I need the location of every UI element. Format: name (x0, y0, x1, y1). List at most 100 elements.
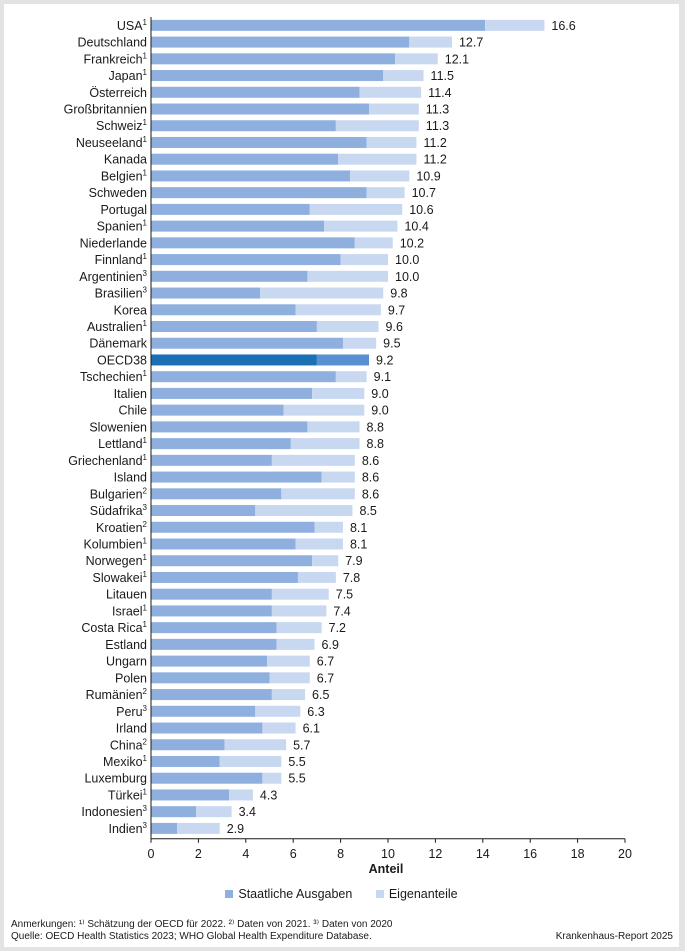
value-label-estland: 6.9 (322, 638, 339, 652)
footnotes: Anmerkungen: ¹⁾ Schätzung der OECD für 2… (11, 919, 673, 943)
x-tick-label-4: 4 (242, 847, 249, 861)
bar-private-mexiko (219, 755, 282, 767)
bar-private-brasilien (260, 287, 384, 299)
category-label-neuseeland: Neuseeland1 (76, 135, 148, 150)
category-label-deutschland: Deutschland (78, 36, 148, 50)
bar-public-portugal (151, 203, 310, 215)
bar-public-schweden (151, 187, 367, 199)
legend-label-public: Staatliche Ausgaben (238, 887, 353, 901)
value-label-schweden: 10.7 (412, 186, 436, 200)
bar-public-chile (151, 404, 284, 416)
value-label-costa-rica: 7.2 (329, 621, 346, 635)
bar-public-suedafrika (151, 505, 256, 517)
bar-public-tschechien (151, 371, 336, 383)
source-row: Quelle: OECD Health Statistics 2023; WHO… (11, 931, 673, 943)
value-label-oecd38: 9.2 (376, 353, 393, 367)
value-label-indonesien: 3.4 (239, 805, 256, 819)
footnote-notes: Anmerkungen: ¹⁾ Schätzung der OECD für 2… (11, 919, 393, 930)
category-label-slowakei: Slowakei1 (93, 570, 148, 585)
x-tick-label-10: 10 (381, 847, 395, 861)
value-label-spanien: 10.4 (404, 220, 428, 234)
bar-private-norwegen (312, 555, 339, 567)
bar-public-japan (151, 70, 384, 82)
value-label-luxemburg: 5.5 (288, 772, 305, 786)
value-label-irland: 6.1 (303, 722, 320, 736)
category-label-finnland: Finnland1 (95, 252, 148, 267)
value-label-suedafrika: 8.5 (359, 504, 376, 518)
bar-private-luxemburg (262, 772, 282, 784)
legend-item-public: Staatliche Ausgaben (225, 887, 352, 901)
category-label-island: Island (114, 471, 147, 485)
x-axis: 0 2 4 6 8 10 12 14 16 18 20 (148, 17, 632, 861)
category-label-belgien: Belgien1 (101, 168, 148, 183)
bar-public-luxemburg (151, 772, 263, 784)
bar-private-bulgarien (281, 488, 355, 500)
value-label-slowakei: 7.8 (343, 571, 360, 585)
category-label-litauen: Litauen (106, 588, 147, 602)
category-label-tuerkei: Türkei1 (108, 787, 148, 802)
category-label-rumaenien: Rumänien2 (86, 687, 148, 702)
category-label-mexiko: Mexiko1 (103, 754, 148, 769)
bar-private-portugal (309, 203, 403, 215)
x-tick-label-16: 16 (523, 847, 537, 861)
value-label-deutschland: 12.7 (459, 36, 483, 50)
category-label-ungarn: Ungarn (106, 655, 147, 669)
bar-public-daenemark (151, 337, 343, 349)
bar-public-polen (151, 672, 270, 684)
bar-public-frankreich (151, 53, 396, 65)
category-label-chile: Chile (119, 404, 148, 418)
category-label-grossbritannien: Großbritannien (64, 103, 147, 117)
bar-private-japan (383, 70, 424, 82)
bar-public-kanada (151, 153, 339, 165)
bar-public-indonesien (151, 806, 197, 818)
bar-private-spanien (324, 220, 398, 232)
bar-public-estland (151, 638, 277, 650)
bar-public-lettland (151, 438, 291, 450)
category-label-luxemburg: Luxemburg (84, 772, 147, 786)
category-label-indonesien: Indonesien3 (81, 804, 147, 819)
category-label-spanien: Spanien1 (97, 219, 148, 234)
category-label-daenemark: Dänemark (89, 337, 147, 351)
bar-private-kanada (338, 153, 417, 165)
bar-private-litauen (271, 588, 329, 600)
category-label-niederlande: Niederlande (80, 236, 147, 250)
value-labels: 16.6 12.7 12.1 11.5 11.4 11.3 11.3 11.2 11.2 10.9… (227, 19, 576, 836)
value-label-tuerkei: 4.3 (260, 788, 277, 802)
bar-public-slowenien (151, 421, 308, 433)
x-tick-label-18: 18 (571, 847, 585, 861)
chart-frame: USA1 Deutschland Frankreich1 Japan1 Österrei… (4, 4, 679, 947)
bar-public-grossbritannien (151, 103, 370, 115)
bar-public-israel (151, 605, 272, 617)
bar-public-italien (151, 387, 313, 399)
bar-private-china (224, 739, 287, 751)
value-label-griechenland: 8.6 (362, 454, 379, 468)
category-label-portugal: Portugal (100, 203, 147, 217)
category-label-israel: Israel1 (112, 603, 148, 618)
bar-public-irland (151, 722, 263, 734)
category-label-kolumbien: Kolumbien1 (83, 536, 147, 551)
bar-private-belgien (350, 170, 410, 182)
bar-public-korea (151, 304, 296, 316)
category-label-bulgarien: Bulgarien2 (90, 486, 148, 501)
bar-private-niederlande (354, 237, 393, 249)
bar-private-daenemark (342, 337, 377, 349)
bar-public-china (151, 739, 225, 751)
category-label-oesterreich: Österreich (89, 86, 147, 100)
bar-public-kroatien (151, 521, 315, 533)
value-label-daenemark: 9.5 (383, 337, 400, 351)
bars-group (151, 19, 545, 834)
value-label-litauen: 7.5 (336, 588, 353, 602)
bar-private-oesterreich (359, 86, 422, 98)
category-label-korea: Korea (114, 303, 147, 317)
value-label-bulgarien: 8.6 (362, 487, 379, 501)
value-label-israel: 7.4 (333, 604, 350, 618)
bar-public-belgien (151, 170, 351, 182)
bar-public-argentinien (151, 270, 308, 282)
category-label-indien: Indien3 (108, 821, 147, 836)
value-label-usa: 16.6 (551, 19, 575, 33)
category-label-australien: Australien1 (87, 319, 148, 334)
value-label-china: 5.7 (293, 738, 310, 752)
bar-public-costa-rica (151, 622, 277, 634)
category-label-brasilien: Brasilien3 (95, 286, 148, 301)
category-label-kroatien: Kroatien2 (96, 520, 148, 535)
